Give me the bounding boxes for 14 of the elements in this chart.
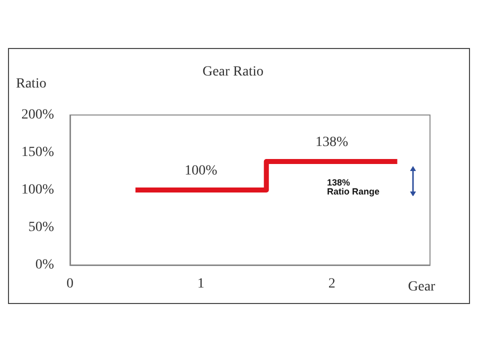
y-tick-label: 150% xyxy=(21,145,54,160)
y-tick-label: 200% xyxy=(21,108,54,122)
x-tick-label: 1 xyxy=(197,276,204,292)
y-tick-label: 0% xyxy=(35,258,54,272)
y-axis-title: Ratio xyxy=(16,76,46,92)
y-tick-label: 100% xyxy=(21,182,54,198)
chart-title: Gear Ratio xyxy=(202,64,264,80)
data-label: 100% xyxy=(184,164,218,178)
data-label: 138% xyxy=(315,135,348,150)
y-tick-label: 50% xyxy=(28,220,54,235)
x-tick-label: 2 xyxy=(328,276,336,292)
annotation: 138% Ratio Range xyxy=(327,178,380,196)
x-tick-label: 0 xyxy=(66,276,74,292)
x-axis-title: Gear xyxy=(408,280,436,294)
